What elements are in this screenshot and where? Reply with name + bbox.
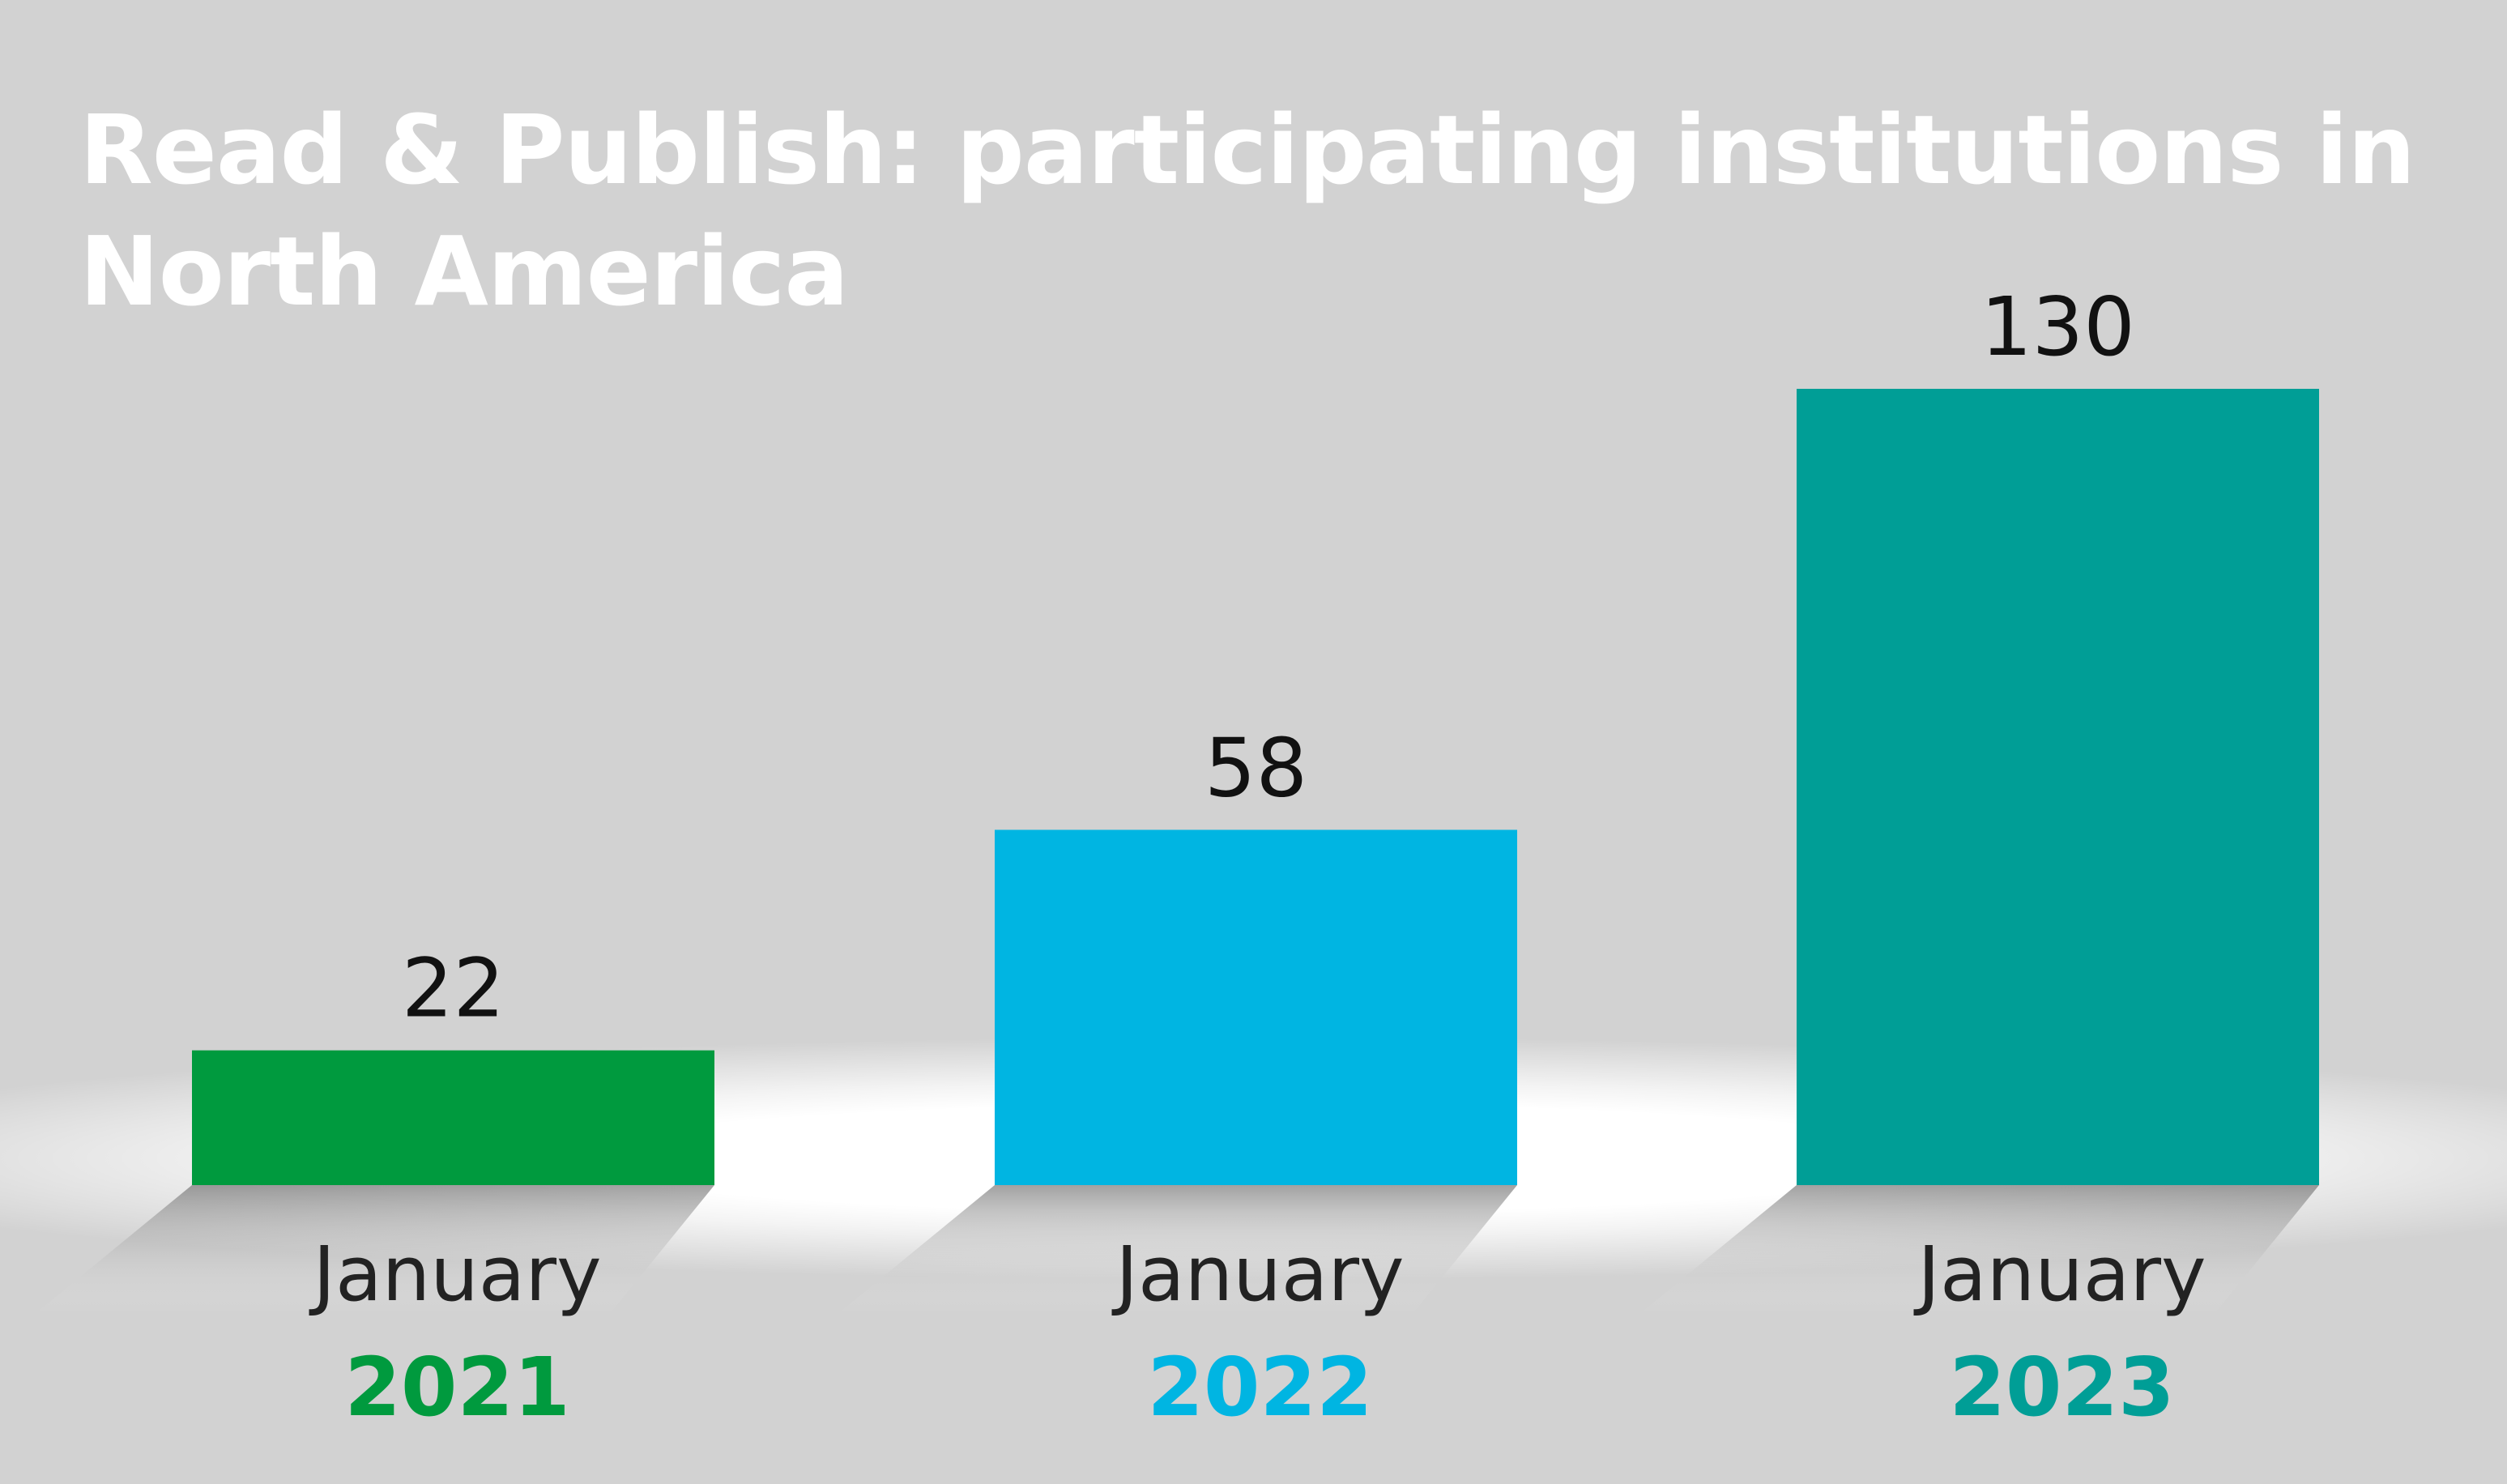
bar-shadow: [1639, 1185, 2319, 1315]
chart-title: Read & Publish: participating institutio…: [79, 94, 2415, 327]
bar-2021: [192, 1050, 714, 1185]
category-month-label: January: [1111, 1230, 1404, 1319]
category-month-label: January: [1913, 1230, 2206, 1319]
bar-floor-shadows: [34, 1185, 2319, 1315]
value-label: 130: [1980, 279, 2135, 374]
category-month-label: January: [309, 1230, 601, 1319]
bar-shadow: [34, 1185, 714, 1315]
value-label: 58: [1204, 720, 1307, 815]
bars-group: [192, 389, 2319, 1185]
category-year-label: 2023: [1949, 1340, 2174, 1435]
category-year-label: 2021: [344, 1340, 569, 1435]
category-year-label: 2022: [1147, 1340, 1372, 1435]
bar-2022: [995, 829, 1517, 1185]
bar-shadow: [837, 1185, 1517, 1315]
value-label: 22: [402, 941, 505, 1036]
bar-2023: [1797, 389, 2319, 1185]
labels-group: 22 January 2021 58 January 2022 130 January 2023: [309, 279, 2206, 1435]
